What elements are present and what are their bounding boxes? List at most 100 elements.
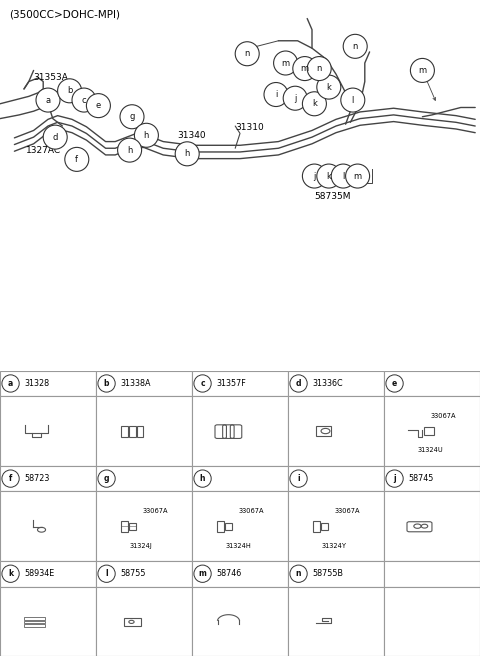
Text: k: k — [312, 99, 317, 108]
Text: 31338A: 31338A — [120, 379, 151, 388]
FancyBboxPatch shape — [384, 371, 480, 396]
Bar — [217, 522, 225, 532]
Ellipse shape — [317, 164, 341, 188]
Bar — [423, 428, 433, 435]
Ellipse shape — [2, 470, 19, 487]
Ellipse shape — [386, 375, 403, 392]
Text: 58745: 58745 — [408, 474, 433, 483]
Bar — [316, 426, 331, 436]
Text: 58736K: 58736K — [295, 72, 330, 81]
FancyBboxPatch shape — [384, 396, 480, 466]
Bar — [24, 624, 45, 626]
Text: 33067A: 33067A — [142, 508, 168, 514]
Text: h: h — [127, 146, 132, 155]
Bar — [129, 523, 136, 530]
Ellipse shape — [293, 56, 317, 81]
FancyBboxPatch shape — [0, 466, 96, 491]
Text: m: m — [282, 58, 289, 68]
Bar — [321, 523, 328, 530]
Text: h: h — [200, 474, 205, 483]
Text: f: f — [75, 155, 78, 164]
Ellipse shape — [36, 88, 60, 112]
Text: e: e — [392, 379, 397, 388]
FancyBboxPatch shape — [96, 466, 192, 491]
FancyBboxPatch shape — [192, 561, 288, 586]
Text: c: c — [82, 96, 86, 104]
FancyBboxPatch shape — [0, 396, 96, 466]
Text: m: m — [354, 172, 361, 180]
Text: l: l — [105, 569, 108, 578]
Text: 31336C: 31336C — [312, 379, 343, 388]
Bar — [225, 523, 232, 530]
Ellipse shape — [98, 565, 115, 583]
FancyBboxPatch shape — [288, 586, 384, 656]
Text: 33067A: 33067A — [238, 508, 264, 514]
Ellipse shape — [134, 123, 158, 148]
FancyBboxPatch shape — [192, 371, 288, 396]
Text: g: g — [104, 474, 109, 483]
Text: l: l — [342, 172, 344, 180]
Text: i: i — [275, 90, 277, 99]
Bar — [124, 618, 141, 626]
FancyBboxPatch shape — [96, 371, 192, 396]
FancyBboxPatch shape — [0, 561, 96, 586]
Text: n: n — [352, 42, 358, 51]
FancyBboxPatch shape — [288, 491, 384, 561]
Text: 31353A: 31353A — [34, 73, 69, 83]
Ellipse shape — [290, 470, 307, 487]
Text: 58746: 58746 — [216, 569, 241, 578]
Ellipse shape — [175, 142, 199, 166]
Ellipse shape — [72, 88, 96, 112]
Ellipse shape — [302, 92, 326, 115]
Ellipse shape — [283, 86, 307, 110]
Bar — [129, 426, 136, 437]
FancyBboxPatch shape — [96, 561, 192, 586]
FancyBboxPatch shape — [192, 396, 288, 466]
Text: c: c — [200, 379, 205, 388]
Text: 58723: 58723 — [24, 474, 49, 483]
Ellipse shape — [302, 164, 326, 188]
Ellipse shape — [86, 94, 110, 117]
Text: m: m — [301, 64, 309, 73]
Text: k: k — [8, 569, 13, 578]
FancyBboxPatch shape — [384, 491, 480, 561]
FancyBboxPatch shape — [384, 561, 480, 586]
Text: 31324U: 31324U — [418, 447, 444, 453]
FancyBboxPatch shape — [192, 466, 288, 491]
Ellipse shape — [98, 470, 115, 487]
Bar — [121, 426, 128, 437]
Ellipse shape — [410, 58, 434, 83]
FancyBboxPatch shape — [192, 491, 288, 561]
Ellipse shape — [120, 105, 144, 129]
Ellipse shape — [343, 34, 367, 58]
Text: n: n — [296, 569, 301, 578]
Text: h: h — [144, 131, 149, 140]
Ellipse shape — [341, 88, 365, 112]
Text: 1327AC: 1327AC — [26, 146, 61, 155]
Text: 31324H: 31324H — [226, 543, 252, 548]
Ellipse shape — [2, 375, 19, 392]
Ellipse shape — [307, 56, 331, 81]
FancyBboxPatch shape — [96, 491, 192, 561]
Ellipse shape — [274, 51, 298, 75]
FancyBboxPatch shape — [288, 466, 384, 491]
Text: k: k — [326, 172, 331, 180]
Ellipse shape — [43, 125, 67, 149]
Ellipse shape — [65, 148, 89, 171]
Ellipse shape — [264, 83, 288, 106]
Text: i: i — [297, 474, 300, 483]
FancyBboxPatch shape — [288, 396, 384, 466]
Ellipse shape — [194, 470, 211, 487]
Text: n: n — [316, 64, 322, 73]
Text: 31310: 31310 — [235, 123, 264, 133]
Text: m: m — [419, 66, 426, 75]
FancyBboxPatch shape — [288, 561, 384, 586]
Text: 31328: 31328 — [24, 379, 49, 388]
Text: 31357F: 31357F — [216, 379, 246, 388]
Text: n: n — [244, 49, 250, 58]
Text: 33067A: 33067A — [430, 413, 456, 419]
FancyBboxPatch shape — [96, 586, 192, 656]
Text: 58735M: 58735M — [314, 192, 351, 201]
Ellipse shape — [386, 470, 403, 487]
Text: l: l — [352, 96, 354, 104]
